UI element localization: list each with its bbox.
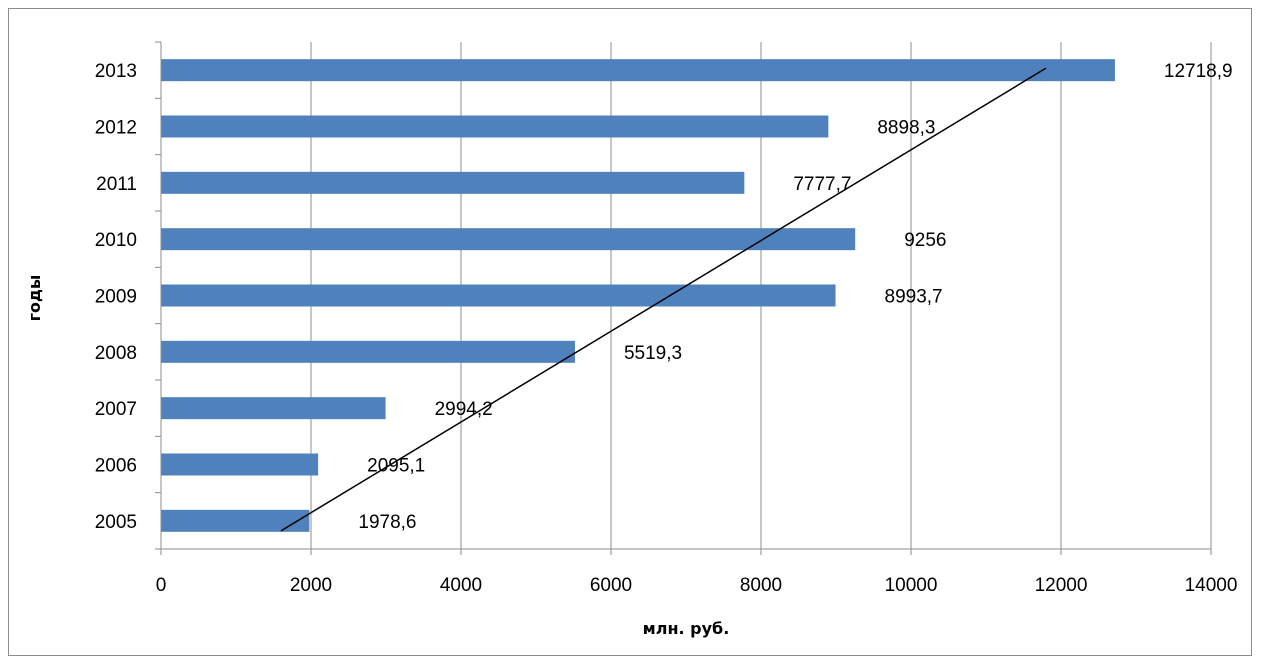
data-label: 2095,1	[367, 456, 425, 477]
data-label: 2994,2	[435, 399, 493, 420]
data-label: 5519,3	[624, 343, 682, 364]
bar	[161, 509, 310, 532]
y-tick-label: 2005	[95, 512, 137, 533]
bar	[161, 453, 319, 476]
x-tick-label: 12000	[1035, 575, 1088, 596]
bar	[161, 340, 575, 363]
bar	[161, 228, 856, 251]
bar	[161, 284, 836, 307]
y-tick-labels: 2005 2006 2007 2008 2009 2010 2011 2012 2013	[95, 61, 137, 533]
x-tick-label: 6000	[590, 575, 632, 596]
data-label: 1978,6	[358, 512, 416, 533]
bar	[161, 397, 386, 420]
y-tick-label: 2012	[95, 118, 137, 139]
y-tick-label: 2013	[95, 61, 137, 82]
x-tick-label: 2000	[290, 575, 332, 596]
bar	[161, 115, 829, 138]
x-tick-label: 8000	[740, 575, 782, 596]
bar	[161, 59, 1115, 82]
y-tick-label: 2007	[95, 399, 137, 420]
x-axis-title: млн. руб.	[643, 619, 730, 638]
x-tick-label: 14000	[1185, 575, 1238, 596]
y-tick-label: 2010	[95, 230, 137, 251]
x-tick-labels: 0 2000 4000 6000 8000 10000 12000 14000	[156, 575, 1238, 596]
data-label: 8898,3	[877, 118, 935, 139]
bar	[161, 171, 745, 194]
bars	[161, 59, 1115, 532]
y-tick-label: 2011	[96, 174, 137, 195]
trendline	[280, 67, 1047, 532]
data-label: 8993,7	[885, 287, 943, 308]
trendline-group	[280, 67, 1047, 532]
x-tick-label: 4000	[440, 575, 482, 596]
data-label: 7777,7	[793, 174, 851, 195]
y-tick-label: 2006	[95, 456, 137, 477]
y-axis-title: годы	[25, 275, 44, 322]
x-tick-label: 10000	[885, 575, 938, 596]
data-label: 12718,9	[1164, 61, 1233, 82]
x-tick-label: 0	[156, 575, 167, 596]
y-tick-label: 2009	[95, 287, 137, 308]
y-tick-label: 2008	[95, 343, 137, 364]
data-label: 9256	[904, 230, 946, 251]
axes	[155, 41, 1212, 555]
data-labels: 1978,6 2095,1 2994,2 5519,3 8993,7 9256 7777,7…	[358, 61, 1232, 533]
